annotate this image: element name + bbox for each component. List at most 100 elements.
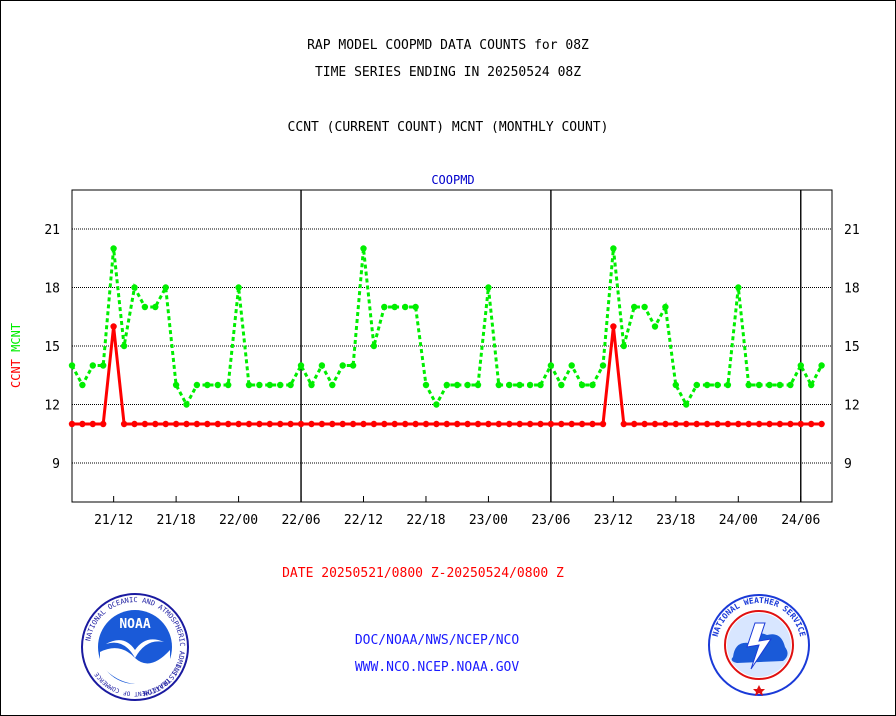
data-point-ccnt [818,420,825,428]
series-layer [68,245,825,428]
data-point-ccnt [703,420,711,428]
data-point-mcnt [568,362,575,369]
axis-layer: 9 9 12 12 15 15 18 18 21 21 21/12 21/18 22/00 22/06 22… [9,173,860,528]
data-point-ccnt [464,420,471,428]
y-tick-label-right: 9 [844,457,852,472]
data-point-mcnt [152,303,159,311]
x-tick-label: 21/18 [157,513,196,528]
data-point-mcnt [183,401,190,408]
data-point-ccnt [422,420,430,428]
data-point-mcnt [662,303,669,311]
data-point-mcnt [381,303,388,311]
data-point-mcnt [651,323,659,330]
x-tick-label: 21/12 [94,513,133,528]
data-point-mcnt [755,381,763,389]
y-axis-label-ccnt: CCNT [9,359,23,388]
data-point-mcnt [204,381,211,389]
data-point-mcnt [297,362,305,369]
data-point-mcnt [402,303,409,311]
data-point-mcnt [474,381,482,389]
data-point-mcnt [370,342,378,350]
data-point-mcnt [422,381,430,389]
chart-title-line1: RAP MODEL COOPMD DATA COUNTS for 08Z [307,38,589,53]
data-point-mcnt [235,284,242,291]
data-point-ccnt [454,420,461,428]
data-point-mcnt [641,303,648,311]
x-tick-label: 22/06 [281,513,320,528]
data-point-mcnt [787,381,794,389]
chart-title-line2: TIME SERIES ENDING IN 20250524 08Z [314,65,582,80]
data-point-mcnt [547,362,555,369]
date-range-label: DATE 20250521/0800 Z-20250524/0800 Z [0,566,846,581]
data-point-ccnt [808,420,815,428]
data-point-ccnt [787,420,794,428]
data-point-ccnt [495,420,502,428]
data-point-ccnt [672,420,679,428]
data-point-mcnt [193,381,201,389]
data-point-mcnt [766,381,773,389]
data-point-mcnt [672,381,679,389]
data-point-ccnt [162,420,169,428]
data-point-ccnt [516,420,523,428]
data-point-mcnt [277,381,284,389]
data-point-mcnt [79,381,86,389]
data-point-ccnt [485,420,492,428]
data-point-mcnt [578,381,586,389]
data-point-ccnt [474,420,482,428]
data-point-mcnt [360,245,367,252]
data-point-ccnt [735,420,742,428]
data-point-mcnt [745,381,752,389]
data-point-ccnt [68,420,76,428]
data-point-mcnt [703,381,711,389]
data-point-ccnt [214,420,221,428]
data-point-ccnt [766,420,773,428]
data-point-mcnt [172,381,180,389]
data-point-ccnt [391,420,398,428]
data-point-mcnt [308,381,315,389]
y-tick-label-left: 12 [44,399,60,414]
data-point-mcnt [214,381,221,389]
data-point-ccnt [360,420,367,428]
data-point-ccnt [443,420,450,428]
x-tick-label: 23/12 [594,513,633,528]
data-point-mcnt [558,381,565,389]
data-point-ccnt [745,420,752,428]
y-tick-label-left: 18 [44,282,60,297]
data-point-ccnt [433,420,440,428]
x-tick-label: 22/12 [344,513,383,528]
x-tick-label: 24/06 [781,513,820,528]
data-point-ccnt [526,420,534,428]
data-point-mcnt [339,362,346,369]
data-point-mcnt [599,362,607,369]
data-point-ccnt [683,420,690,428]
data-point-ccnt [610,323,617,330]
plot-label: COOPMD [431,173,474,187]
y-tick-label-right: 12 [844,399,860,414]
data-point-mcnt [683,401,690,408]
data-point-mcnt [724,381,732,389]
data-point-ccnt [110,323,117,330]
data-point-ccnt [370,420,378,428]
data-point-mcnt [349,362,357,369]
data-point-mcnt [245,381,253,389]
data-point-ccnt [89,420,97,428]
data-point-ccnt [277,420,284,428]
data-point-mcnt [735,284,742,291]
data-point-ccnt [714,420,721,428]
data-point-mcnt [266,381,273,389]
data-point-mcnt [776,381,784,389]
data-point-mcnt [412,303,419,311]
y-tick-label-right: 15 [844,340,860,355]
data-point-ccnt [100,420,107,428]
chart-subtitle: CCNT (CURRENT COUNT) MCNT (MONTHLY COUNT… [287,120,609,135]
data-point-mcnt [225,381,232,389]
data-point-ccnt [631,420,638,428]
data-point-mcnt [287,381,294,389]
data-point-ccnt [547,420,555,428]
credit-line1: DOC/NOAA/NWS/NCEP/NCO [354,633,520,648]
data-point-mcnt [256,381,263,389]
x-tick-label: 22/18 [406,513,445,528]
data-point-mcnt [433,401,440,408]
data-point-mcnt [818,362,825,369]
